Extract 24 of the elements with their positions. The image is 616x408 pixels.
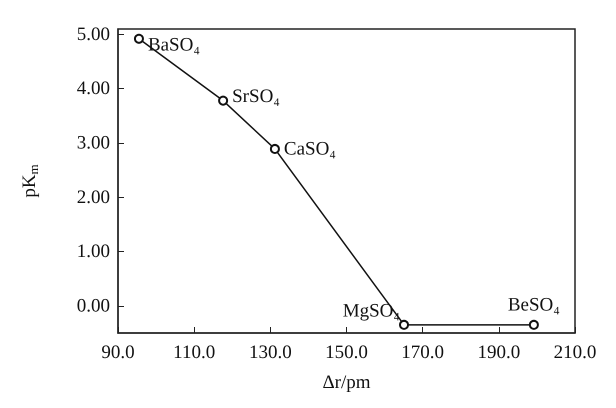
y-tick-label: 5.00	[76, 24, 110, 45]
x-tick-label: 130.0	[248, 342, 292, 363]
point	[134, 34, 144, 44]
point	[270, 144, 280, 154]
point	[399, 320, 410, 330]
y-tick-label: 0.00	[76, 295, 110, 316]
x-tick-label: 110.0	[173, 342, 216, 363]
x-tick-label: 190.0	[477, 342, 520, 363]
point	[528, 320, 539, 330]
x-tick-label: 90.0	[101, 342, 135, 363]
y-axis-title: pKm	[19, 164, 41, 198]
annotation: BeSO₄	[508, 294, 560, 316]
annotation: CaSO₄	[284, 138, 336, 160]
annotation: BaSO₄	[148, 34, 200, 56]
x-tick-label: 150.0	[325, 342, 368, 363]
point	[218, 96, 228, 106]
x-axis-title: Δr/pm	[322, 372, 371, 393]
y-tick-label: 2.00	[76, 186, 110, 208]
x-tick-label: 170.0	[401, 342, 444, 363]
y-tick-label: 3.00	[76, 132, 110, 154]
x-tick-label: 210.0	[554, 342, 596, 363]
annotation: SrSO₄	[232, 86, 280, 108]
y-tick-label: 1.00	[76, 241, 110, 262]
y-tick-label: 4.00	[76, 78, 110, 100]
